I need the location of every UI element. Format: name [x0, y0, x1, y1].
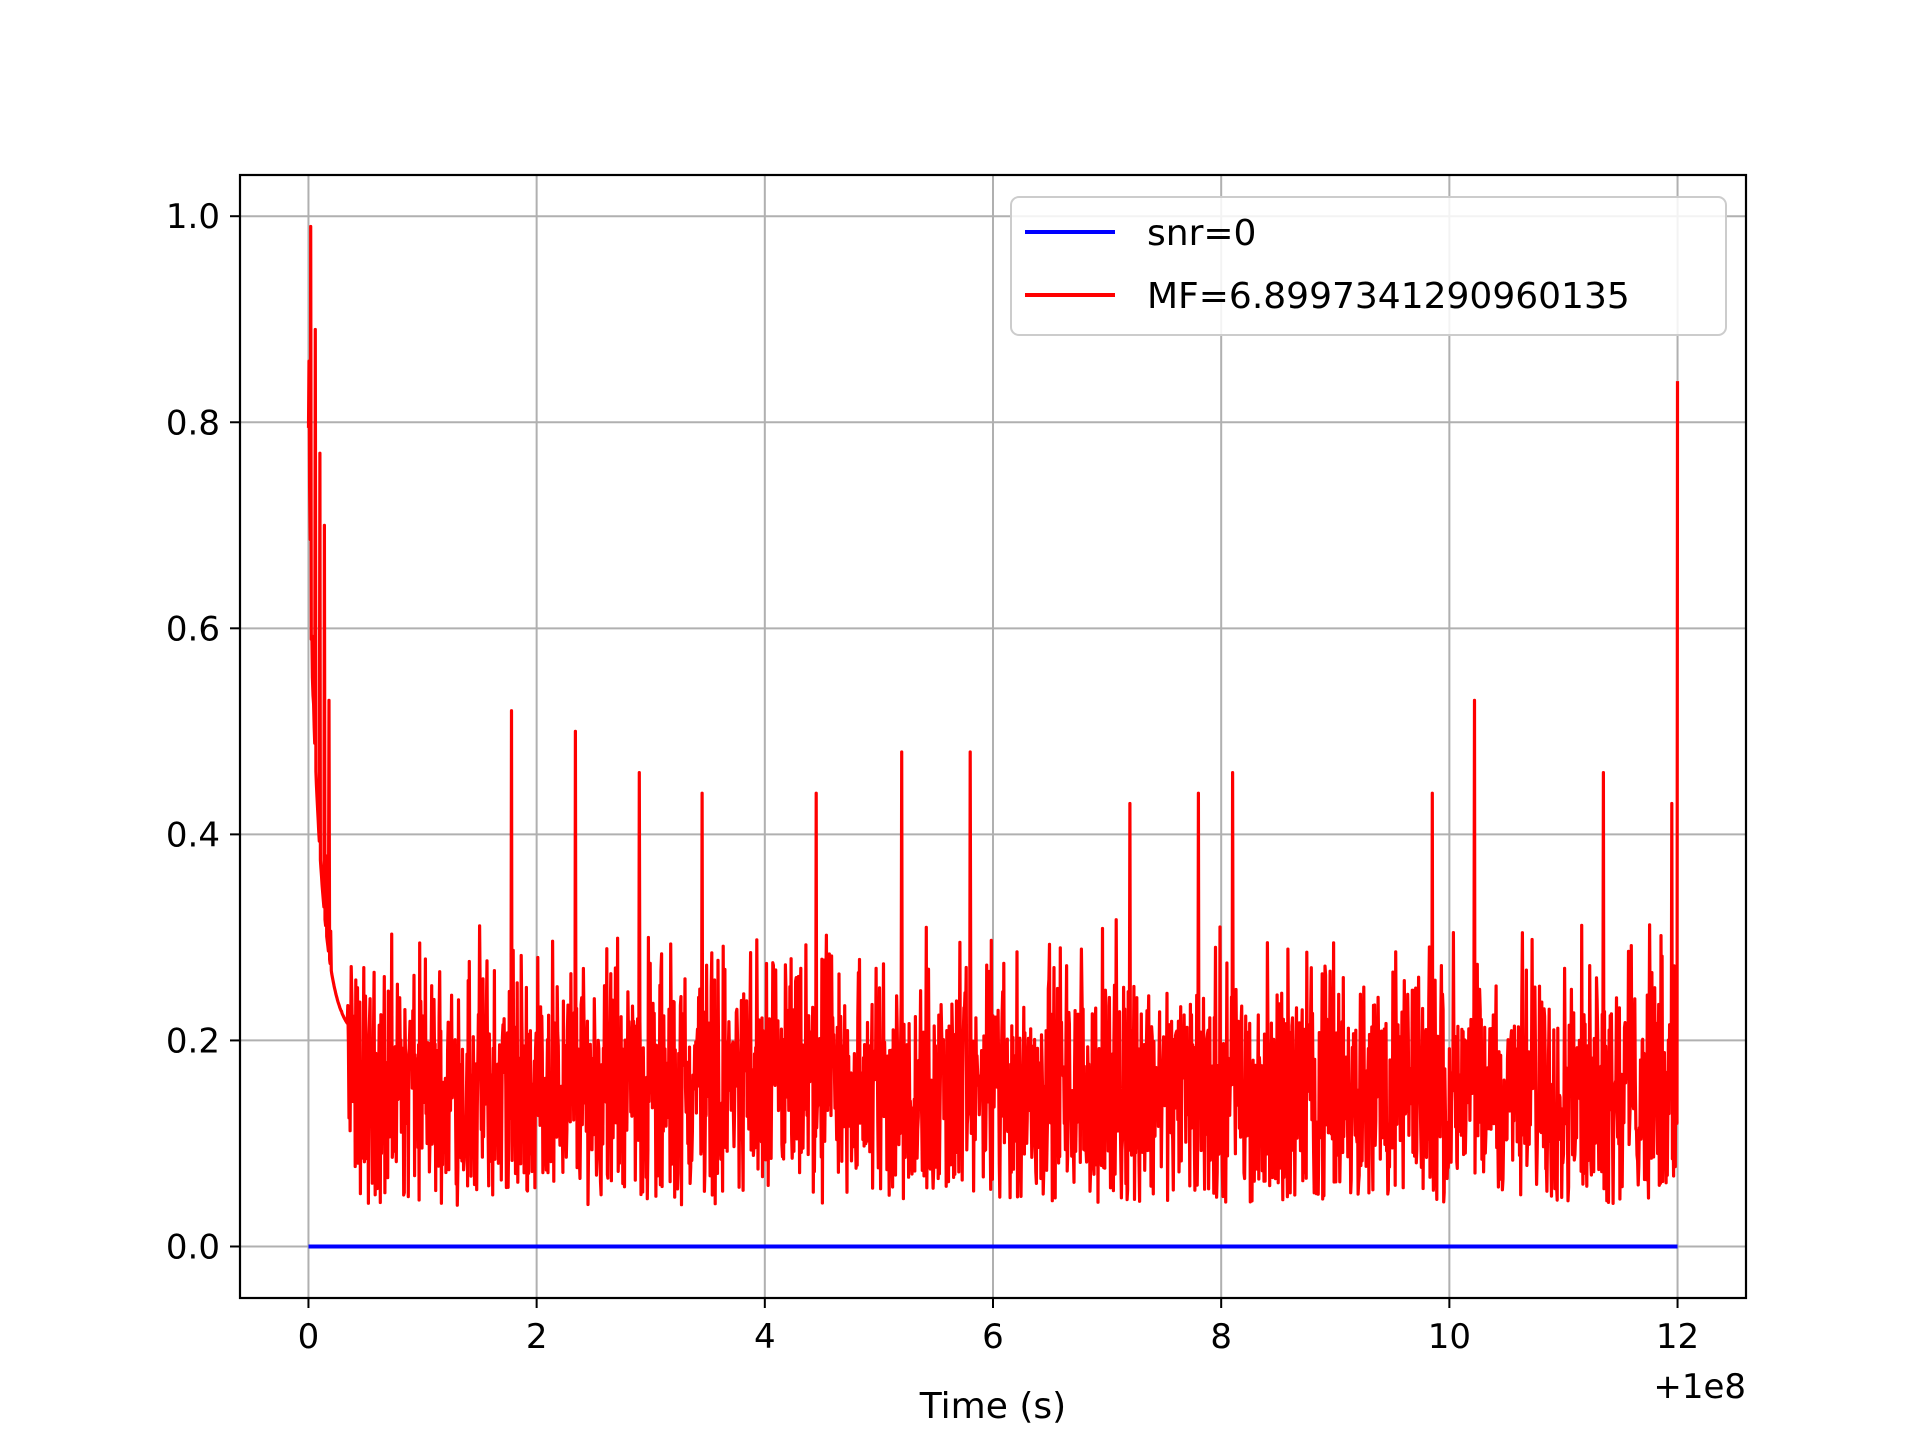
y-tick-label: 0.4	[166, 815, 220, 855]
x-tick-label: 2	[526, 1317, 548, 1357]
legend: snr=0 MF=6.8997341290960135	[1010, 196, 1727, 336]
y-tick-label: 1.0	[166, 197, 220, 237]
y-tick-label: 0.2	[166, 1021, 220, 1061]
series-line-mf	[306, 224, 1680, 1207]
x-tick-label: 12	[1656, 1317, 1699, 1357]
y-tick-label: 0.0	[166, 1227, 220, 1267]
x-tick-label: 8	[1210, 1317, 1232, 1357]
x-axis-offset-text: +1e8	[1653, 1367, 1746, 1407]
x-tick-label: 0	[298, 1317, 320, 1357]
y-tick-label: 0.8	[166, 403, 220, 443]
y-tick-label: 0.6	[166, 609, 220, 649]
axis-ticks: 0 2 4 6 8 10 12 0.0 0.2 0.4 0.6 0.8 1.0	[166, 197, 1699, 1357]
x-tick-label: 4	[754, 1317, 776, 1357]
legend-label-snr: snr=0	[1147, 213, 1256, 254]
x-tick-label: 10	[1428, 1317, 1471, 1357]
plot-area	[306, 224, 1680, 1249]
x-axis-label: Time (s)	[919, 1386, 1066, 1427]
legend-label-mf: MF=6.8997341290960135	[1147, 276, 1630, 317]
x-tick-label: 6	[982, 1317, 1004, 1357]
legend-box	[1010, 196, 1727, 336]
